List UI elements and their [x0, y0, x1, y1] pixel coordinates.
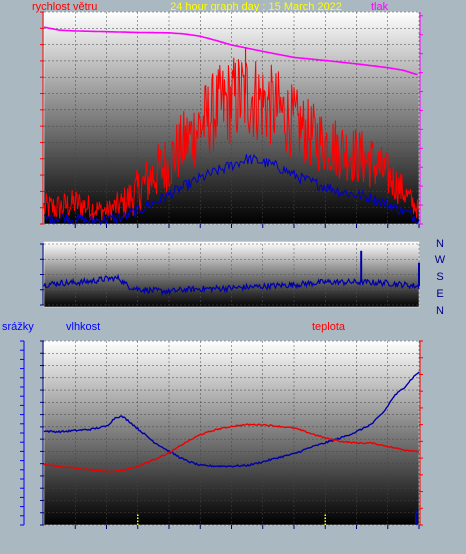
pressure-line	[43, 26, 418, 76]
rain-axis	[20, 340, 25, 526]
humidity-temperature-time-axis	[74, 525, 420, 529]
wind-pressure-panel	[40, 11, 423, 228]
humidity-temperature-panel	[20, 340, 423, 529]
wind-direction-line	[43, 273, 420, 296]
wind-speed-line	[43, 57, 419, 221]
wind-direction-axis	[40, 243, 44, 306]
rain-label: srážky	[2, 321, 34, 333]
compass-south: S	[436, 271, 443, 283]
humidity-label: vlhkost	[66, 321, 100, 333]
compass-west: W	[435, 254, 446, 266]
wind-lower-trace	[43, 154, 420, 226]
humidity-line	[43, 371, 420, 468]
temperature-line	[43, 423, 420, 473]
compass-north-bottom: N	[436, 305, 444, 317]
compass-north-top: N	[436, 238, 444, 250]
wind-speed-axis	[40, 11, 44, 225]
humidity-axis	[40, 340, 44, 526]
pressure-axis	[419, 12, 423, 225]
compass-east: E	[436, 288, 443, 300]
wind-direction-panel: N W S E N	[40, 238, 446, 317]
compass-labels: N W S E N	[435, 238, 446, 317]
temperature-label: teplota	[312, 321, 346, 333]
chart-date-title: 24 hour graph day : 15 March 2022	[170, 1, 342, 13]
wind-pressure-time-axis	[74, 224, 420, 228]
wind-speed-title: rychlost větru	[32, 1, 97, 13]
pressure-title: tlak	[371, 1, 389, 13]
temperature-axis	[419, 340, 423, 526]
